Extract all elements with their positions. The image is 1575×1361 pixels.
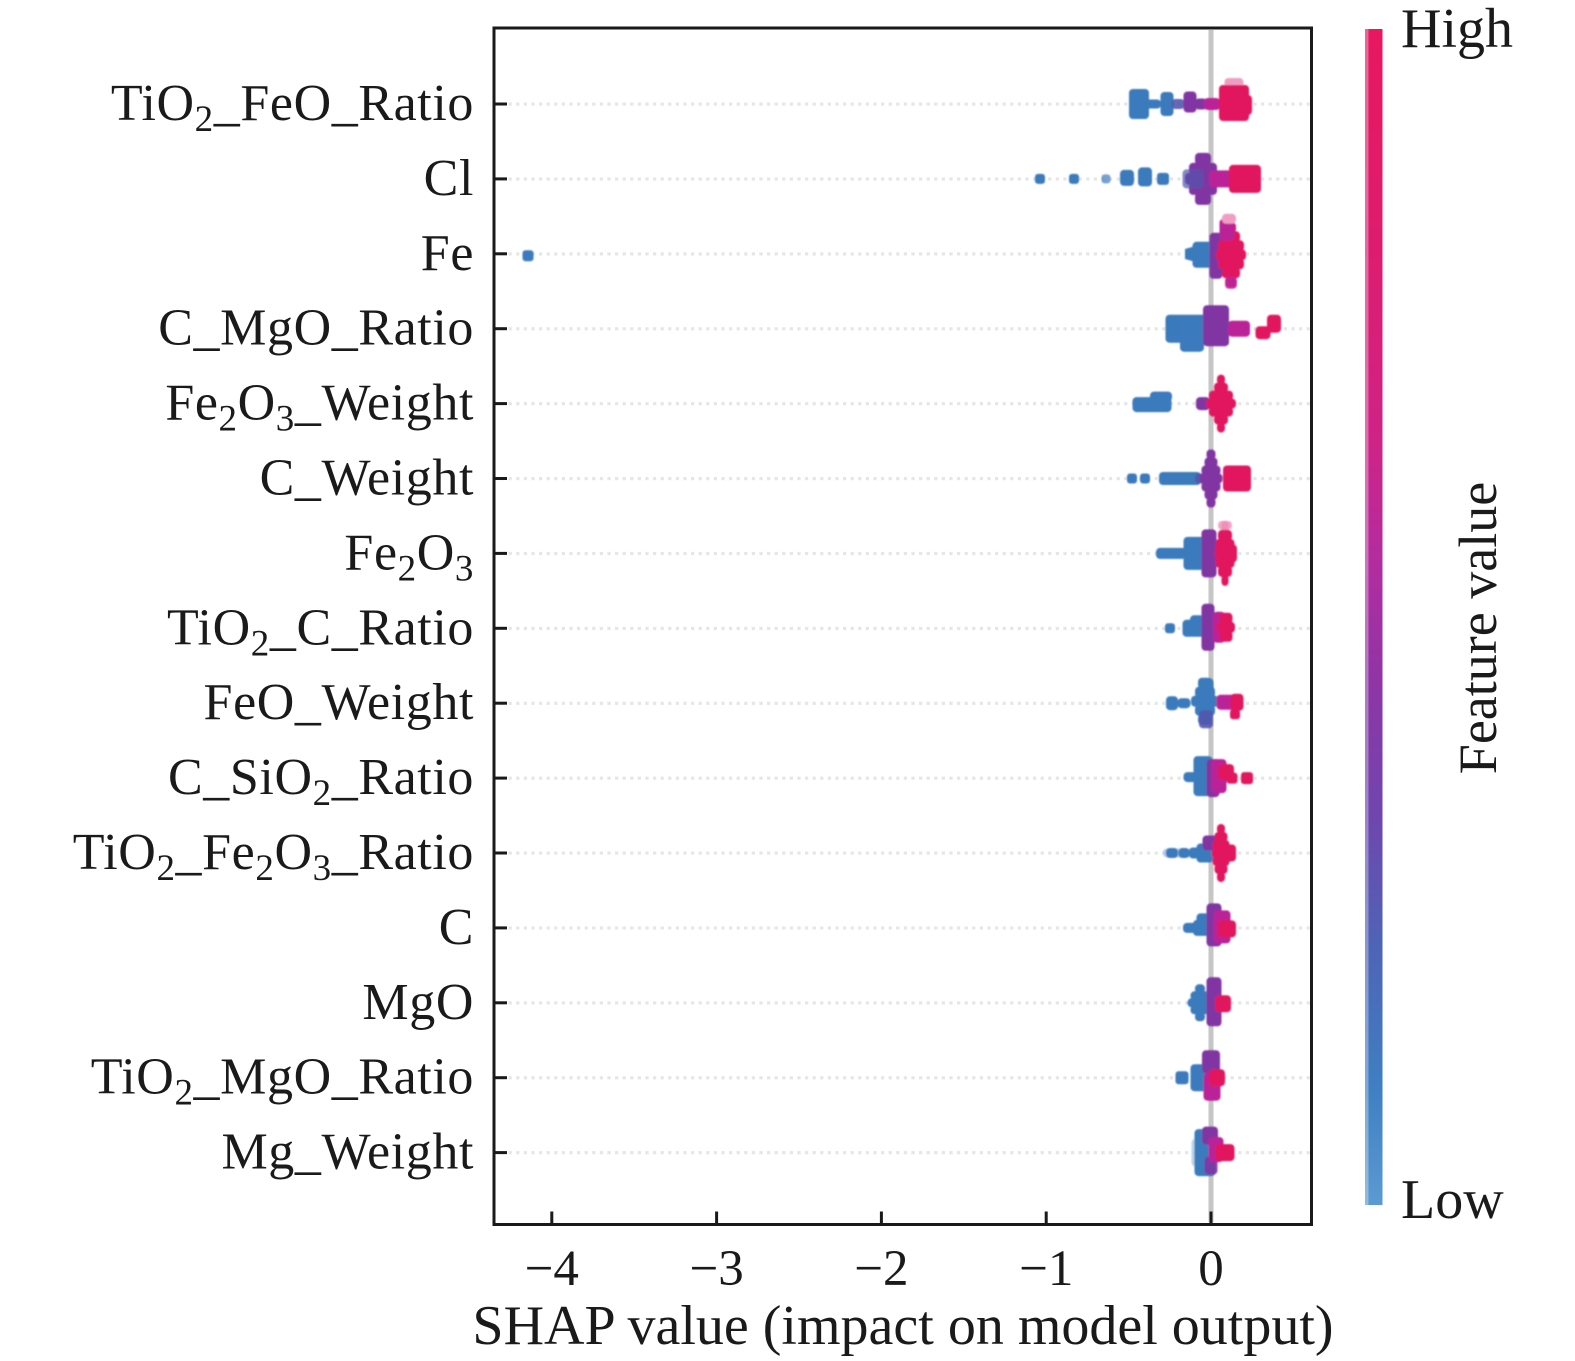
svg-text:−3: −3 (689, 1241, 743, 1297)
svg-text:MgO: MgO (362, 974, 474, 1031)
svg-text:C: C (439, 899, 474, 956)
svg-text:SHAP value (impact on model ou: SHAP value (impact on model output) (472, 1295, 1333, 1357)
svg-text:Cl: Cl (424, 150, 474, 207)
svg-text:−1: −1 (1019, 1241, 1073, 1297)
svg-text:Fe: Fe (421, 225, 474, 282)
svg-text:−4: −4 (525, 1241, 579, 1297)
svg-text:C_Weight: C_Weight (260, 450, 474, 507)
svg-text:C_MgO_Ratio: C_MgO_Ratio (158, 300, 474, 357)
svg-text:High: High (1401, 0, 1513, 60)
svg-text:Fe2​O3​_Weight: Fe2​O3​_Weight (165, 375, 474, 440)
svg-text:FeO_Weight: FeO_Weight (204, 674, 474, 731)
svg-text:−2: −2 (854, 1241, 908, 1297)
svg-text:TiO2​_MgO_Ratio: TiO2​_MgO_Ratio (91, 1049, 474, 1114)
svg-text:0: 0 (1198, 1241, 1224, 1297)
svg-text:Feature value: Feature value (1448, 482, 1508, 774)
svg-text:Mg_Weight: Mg_Weight (221, 1124, 474, 1181)
svg-text:TiO2​_FeO_Ratio: TiO2​_FeO_Ratio (111, 75, 474, 140)
svg-text:Low: Low (1401, 1169, 1504, 1231)
svg-text:TiO2​_C_Ratio: TiO2​_C_Ratio (167, 599, 474, 664)
